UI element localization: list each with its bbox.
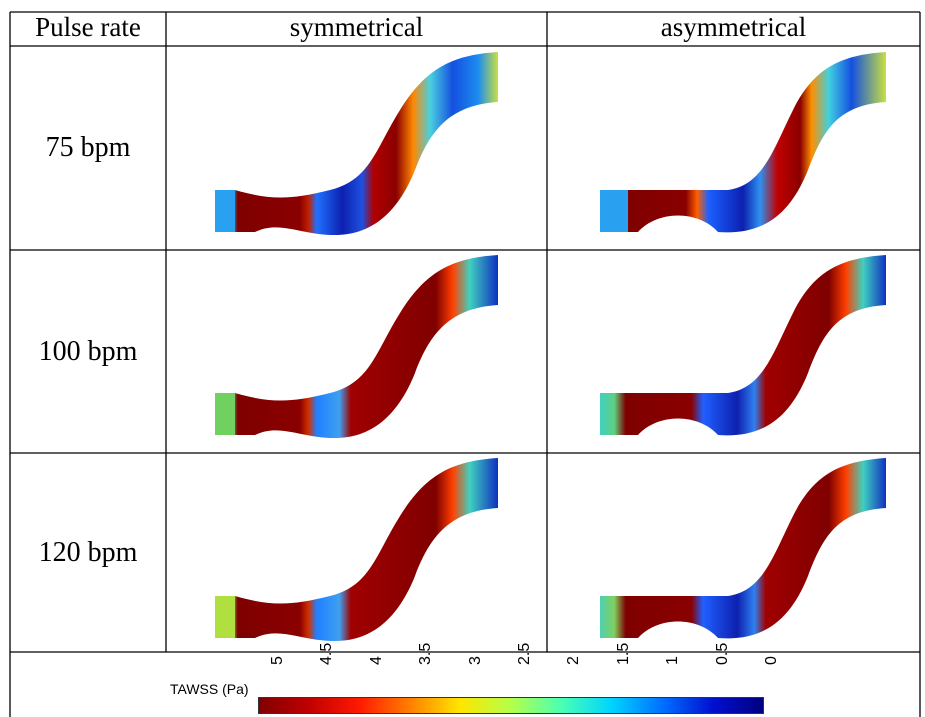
colorbar-tick-label: 0.5 bbox=[713, 642, 731, 665]
colorbar-tick-label: 1.5 bbox=[614, 642, 632, 665]
header-symmetrical: symmetrical bbox=[289, 12, 424, 42]
colorbar-tick-label: 2.5 bbox=[516, 642, 533, 665]
tawss-map-75-asymmetrical bbox=[598, 50, 898, 246]
colorbar-tick-label: 4.5 bbox=[318, 642, 336, 665]
colorbar-tick-label: 3.5 bbox=[417, 642, 435, 665]
header-asymmetrical: asymmetrical bbox=[660, 12, 807, 42]
row-label-75: 75 bpm bbox=[45, 132, 131, 163]
tawss-map-100-asymmetrical bbox=[598, 253, 898, 449]
row-label-120: 120 bpm bbox=[38, 537, 138, 568]
colorbar-tick-label: 4 bbox=[367, 656, 385, 665]
colorbar-tick-label: 1 bbox=[664, 656, 682, 665]
colorbar-tick-label: 0 bbox=[763, 656, 780, 665]
header-pulse-rate: Pulse rate bbox=[35, 12, 141, 42]
row-label-100: 100 bpm bbox=[38, 336, 138, 367]
colorbar-tick-label: 2 bbox=[565, 656, 583, 665]
tawss-map-100-symmetrical bbox=[200, 253, 510, 449]
colorbar-tick-label: 3 bbox=[466, 656, 484, 665]
colorbar-tick-label: 5 bbox=[269, 656, 286, 665]
colorbar-title: TAWSS (Pa) bbox=[170, 681, 249, 697]
tawss-map-75-symmetrical bbox=[200, 50, 510, 246]
tawss-map-120-asymmetrical bbox=[598, 456, 898, 652]
colorbar-gradient bbox=[258, 697, 764, 714]
tawss-map-120-symmetrical bbox=[200, 456, 510, 652]
